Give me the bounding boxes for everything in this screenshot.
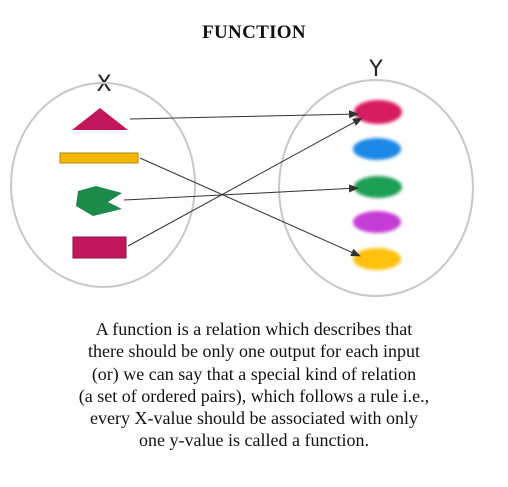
definition-line: every X-value should be associated with … — [90, 408, 418, 429]
diagram-title: FUNCTION — [202, 22, 306, 43]
mapping-arrows — [123, 110, 363, 257]
definition-line: (a set of ordered pairs), which follows … — [78, 385, 430, 406]
arrow-rectangle-to-red — [127, 117, 363, 247]
codomain-dot-purple — [353, 211, 401, 233]
codomain-dot-green — [354, 176, 402, 198]
codomain-dot-blue — [353, 138, 401, 160]
function-mapping-diagram: X Y — [10, 57, 474, 297]
codomain-dot-yellow — [353, 248, 401, 270]
definition-line: (or) we can say that a special kind of r… — [91, 363, 417, 384]
definition-line: A function is a relation which describes… — [95, 319, 413, 339]
domain-set-oval — [10, 82, 196, 288]
function-definition-text: A function is a relation which describes… — [20, 318, 488, 452]
domain-bar-shape — [59, 152, 139, 164]
codomain-dots — [353, 100, 402, 270]
definition-line: there should be only one output for each… — [88, 341, 420, 362]
domain-label: X — [96, 72, 111, 97]
arrow-triangle-to-red — [129, 110, 359, 120]
domain-rectangle-shape — [72, 236, 127, 259]
codomain-dot-red — [354, 100, 402, 124]
definition-line: one y-value is called a function. — [139, 430, 369, 451]
arrow-bar-to-yellow — [139, 157, 361, 257]
arrow-pentagon-to-green — [123, 184, 359, 201]
domain-pentagon-shape — [76, 186, 122, 216]
codomain-label: Y — [368, 57, 383, 82]
domain-triangle-shape — [72, 108, 128, 130]
codomain-set-oval — [278, 79, 474, 297]
